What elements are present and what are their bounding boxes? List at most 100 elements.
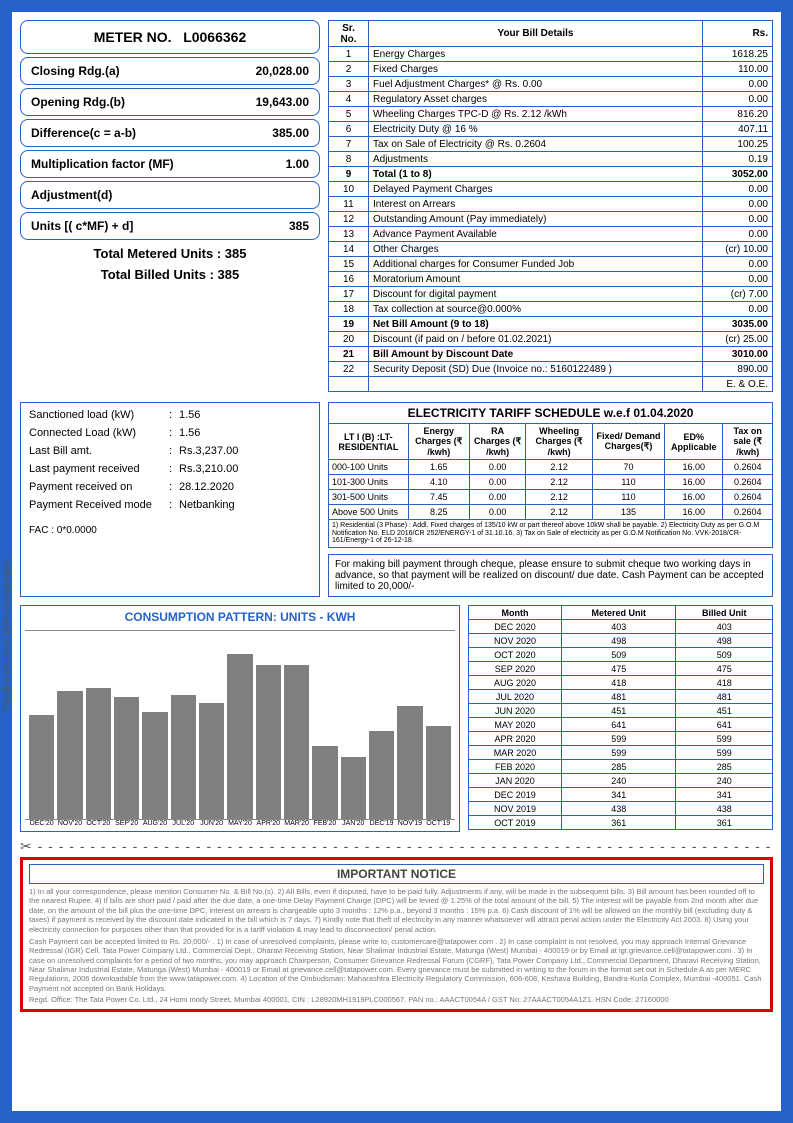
tariff-column: ELECTRICITY TARIFF SCHEDULE w.e.f 01.04.… (328, 402, 773, 597)
multiplication-factor: Multiplication factor (MF)1.00 (20, 150, 320, 178)
hist-cell: 599 (561, 732, 676, 746)
hist-cell: JUN 2020 (469, 704, 562, 718)
tariff-cell: 135 (592, 505, 664, 520)
chart-bar-label: DEC'19 (369, 820, 394, 827)
tariff-header: LT I (B) :LT-RESIDENTIAL (329, 424, 409, 460)
hist-cell: 418 (676, 676, 773, 690)
hist-cell: 361 (676, 816, 773, 830)
bill-details-table: Sr. No. Your Bill Details Rs. 1Energy Ch… (328, 20, 773, 392)
consumption-chart: CONSUMPTION PATTERN: UNITS - KWH DEC'20N… (20, 605, 460, 832)
bill-sr: 14 (329, 242, 369, 257)
bill-sr: 3 (329, 77, 369, 92)
bill-amount: 0.00 (703, 197, 773, 212)
bill-desc: Other Charges (369, 242, 703, 257)
hist-cell: 475 (561, 662, 676, 676)
hist-cell: JUL 2020 (469, 690, 562, 704)
tariff-cell: 16.00 (665, 490, 723, 505)
bill-amount: E. & O.E. (703, 377, 773, 392)
bill-desc: Net Bill Amount (9 to 18) (369, 317, 703, 332)
units: Units [( c*MF) + d]385 (20, 212, 320, 240)
bill-amount: 890.00 (703, 362, 773, 377)
hist-header: Billed Unit (676, 606, 773, 620)
info-value: 1.56 (179, 409, 200, 421)
hist-cell: 498 (561, 634, 676, 648)
info-label: Last Bill amt. (29, 445, 169, 457)
info-label: Sanctioned load (kW) (29, 409, 169, 421)
info-value: 28.12.2020 (179, 481, 234, 493)
tariff-footnote: 1) Residential (3 Phase) : Addl. Fixed c… (328, 520, 773, 548)
info-value: Netbanking (179, 499, 235, 511)
chart-bar-label: OCT'20 (86, 820, 111, 827)
bill-desc: Moratorium Amount (369, 272, 703, 287)
hist-cell: 438 (561, 802, 676, 816)
chart-bar-label: MAY'20 (227, 820, 252, 827)
difference: Difference(c = a-b)385.00 (20, 119, 320, 147)
tariff-cell: 1.65 (408, 460, 469, 475)
bill-desc: Adjustments (369, 152, 703, 167)
chart-title: CONSUMPTION PATTERN: UNITS - KWH (25, 610, 455, 624)
tariff-cell: 2.12 (526, 490, 593, 505)
bill-sr: 20 (329, 332, 369, 347)
chart-bar-label: DEC'20 (29, 820, 54, 827)
tariff-cell: 110 (592, 490, 664, 505)
info-value: Rs.3,210.00 (179, 463, 238, 475)
hist-header: Month (469, 606, 562, 620)
bill-amount: 0.00 (703, 212, 773, 227)
hist-cell: 240 (676, 774, 773, 788)
chart-bar-label: NOV'20 (57, 820, 82, 827)
bill-desc: Tax on Sale of Electricity @ Rs. 0.2604 (369, 137, 703, 152)
closing-reading: Closing Rdg.(a)20,028.00 (20, 57, 320, 85)
chart-bar-label: SEP'20 (114, 820, 139, 827)
bill-sr: 9 (329, 167, 369, 182)
hist-cell: 481 (561, 690, 676, 704)
tariff-header: Tax on sale (₹ /kwh) (723, 424, 773, 460)
bill-sr: 13 (329, 227, 369, 242)
info-label: Last payment received (29, 463, 169, 475)
chart-bar (426, 726, 451, 819)
chart-bar-label: NOV'19 (397, 820, 422, 827)
bill-desc (369, 377, 703, 392)
bill-sr: 10 (329, 182, 369, 197)
bill-amount: 110.00 (703, 62, 773, 77)
bill-sr: 8 (329, 152, 369, 167)
info-value: Rs.3,237.00 (179, 445, 238, 457)
opening-reading: Opening Rdg.(b)19,643.00 (20, 88, 320, 116)
chart-bar (397, 706, 422, 819)
chart-bar (256, 665, 281, 819)
bill-desc: Outstanding Amount (Pay immediately) (369, 212, 703, 227)
hist-cell: DEC 2019 (469, 788, 562, 802)
bill-amount: (cr) 25.00 (703, 332, 773, 347)
tariff-cell: 8.25 (408, 505, 469, 520)
bill-desc: Regulatory Asset charges (369, 92, 703, 107)
bill-desc: Fuel Adjustment Charges* @ Rs. 0.00 (369, 77, 703, 92)
hist-cell: 418 (561, 676, 676, 690)
bill-amount: 100.25 (703, 137, 773, 152)
tariff-cell: 0.00 (469, 505, 526, 520)
tariff-cell: 70 (592, 460, 664, 475)
bill-sr (329, 377, 369, 392)
tariff-header: ED% Applicable (665, 424, 723, 460)
chart-bar-label: JAN'20 (341, 820, 366, 827)
info-label: Payment Received mode (29, 499, 169, 511)
bill-sr: 21 (329, 347, 369, 362)
bill-amount: (cr) 10.00 (703, 242, 773, 257)
tariff-cell: 0.00 (469, 460, 526, 475)
chart-bar-label: OCT'19 (426, 820, 451, 827)
bill-sr: 4 (329, 92, 369, 107)
tariff-cell: 0.2604 (723, 475, 773, 490)
hist-cell: 641 (676, 718, 773, 732)
tariff-title: ELECTRICITY TARIFF SCHEDULE w.e.f 01.04.… (328, 402, 773, 423)
hist-cell: 438 (676, 802, 773, 816)
important-notice: IMPORTANT NOTICE 1) In all your correspo… (20, 857, 773, 1012)
tariff-table: LT I (B) :LT-RESIDENTIALEnergy Charges (… (328, 423, 773, 520)
hist-cell: 403 (676, 620, 773, 634)
tariff-cell: 101-300 Units (329, 475, 409, 490)
bill-sr: 1 (329, 47, 369, 62)
hist-cell: 240 (561, 774, 676, 788)
tariff-cell: 000-100 Units (329, 460, 409, 475)
hist-cell: 498 (676, 634, 773, 648)
bill-amount: 0.00 (703, 92, 773, 107)
hist-cell: 599 (676, 732, 773, 746)
tariff-header: Wheeling Charges (₹ /kwh) (526, 424, 593, 460)
hist-cell: 451 (561, 704, 676, 718)
